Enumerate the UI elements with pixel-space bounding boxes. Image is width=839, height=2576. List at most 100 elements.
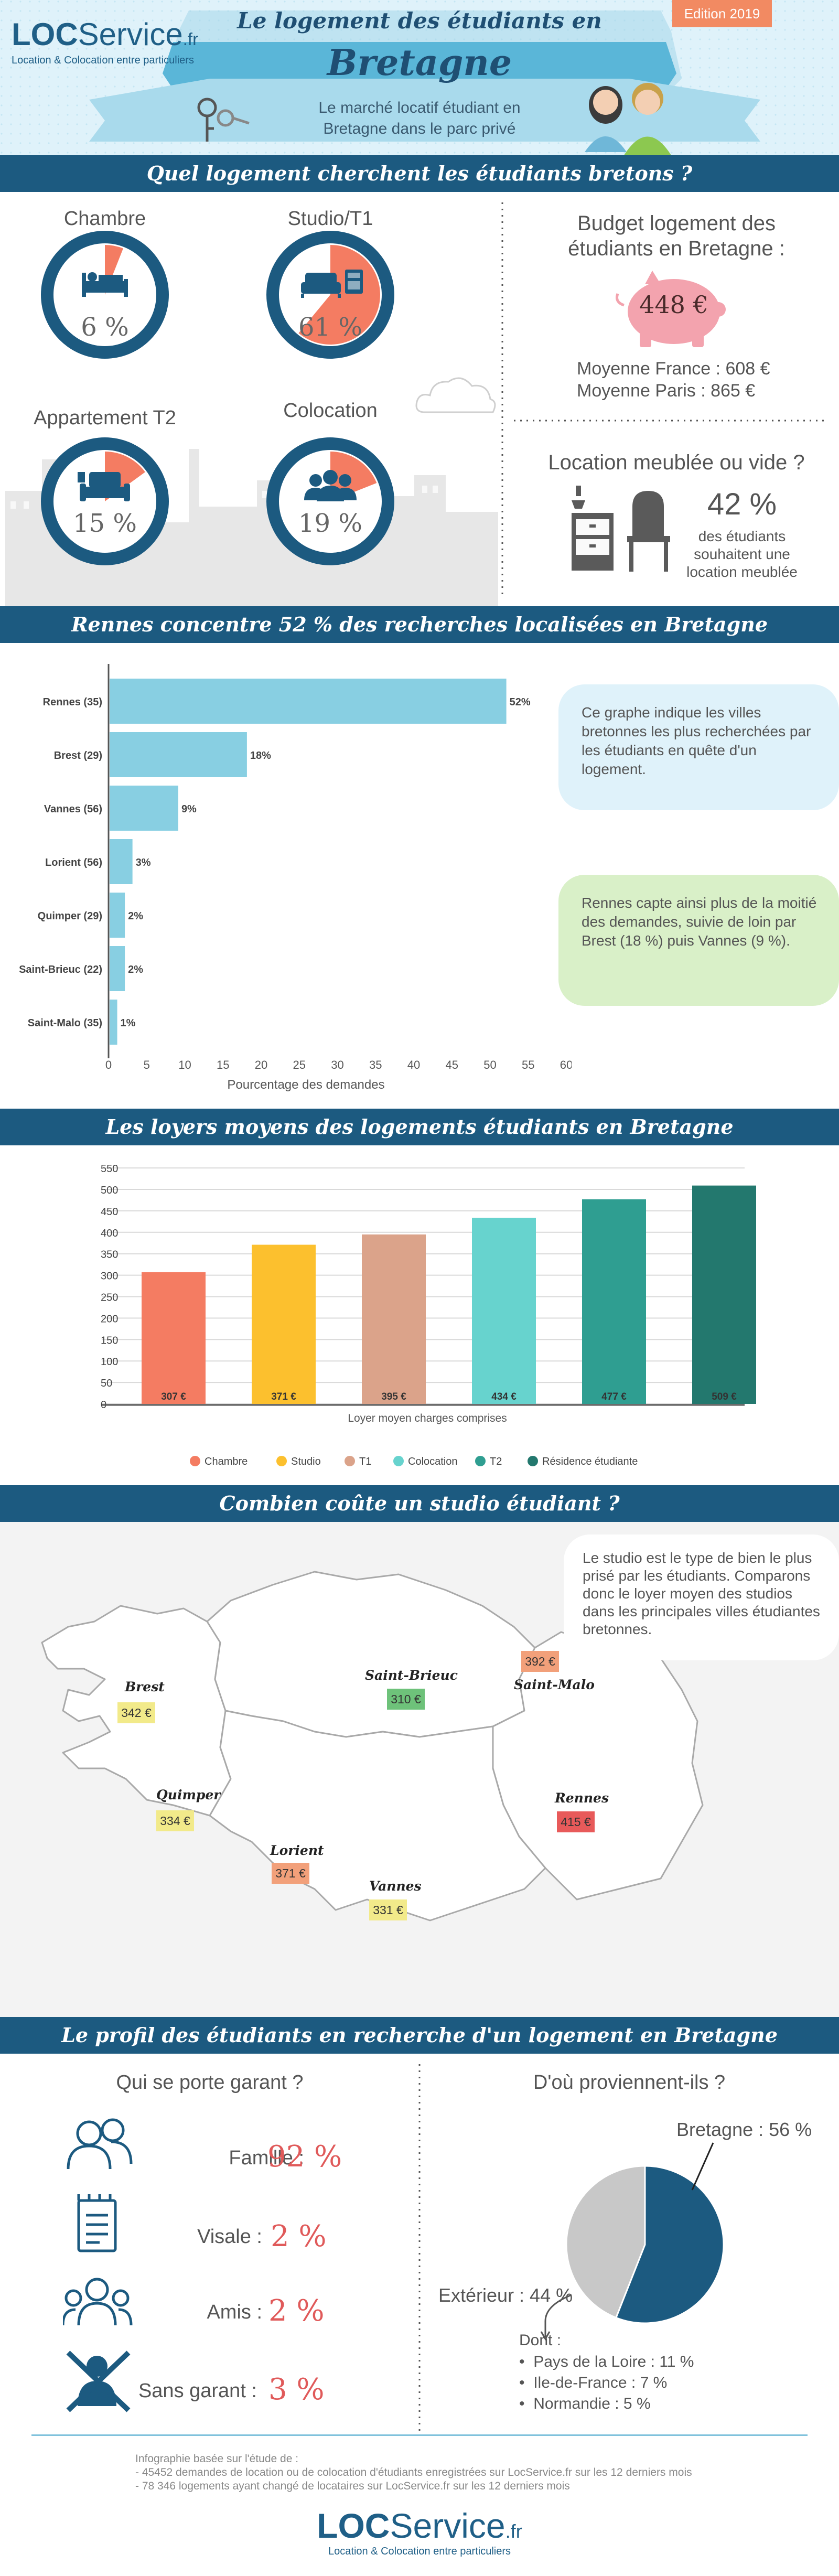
origin-title: D'où proviennent-ils ? — [533, 2071, 726, 2094]
budget-value: 448 € — [639, 291, 708, 319]
logo-loc: LOC — [12, 17, 78, 52]
y-tick-label: 300 — [101, 1271, 118, 1282]
keys-icon — [197, 98, 250, 142]
y-tick-label: 200 — [101, 1313, 118, 1325]
legend-swatch — [528, 1456, 538, 1466]
y-tick-label: 250 — [101, 1292, 118, 1304]
origin-bretagne-label: Bretagne : 56 % — [676, 2119, 812, 2140]
subtitle-line1: Le marché locatif étudiant en — [318, 99, 521, 116]
cotes-darmor-region — [206, 1571, 536, 1738]
budget-paris: Moyenne Paris : 865 € — [577, 381, 756, 401]
budget-title-line2: étudiants en Bretagne : — [568, 237, 785, 260]
friends-icon — [63, 2278, 133, 2326]
legend-label: T1 — [359, 1456, 371, 1467]
map-city-name: Quimper — [156, 1787, 221, 1802]
leader-arrow — [540, 2294, 572, 2341]
donut-pct-t2: 15 % — [73, 509, 137, 538]
bar-0 — [110, 679, 507, 724]
y-tick-label: 450 — [101, 1206, 118, 1218]
y-tick-label: 400 — [101, 1228, 118, 1239]
donut-t2 — [41, 437, 169, 565]
y-tick-label: 550 — [101, 1163, 118, 1175]
logo[interactable]: LOCService.fr — [12, 18, 198, 56]
category-label: Quimper (29) — [38, 910, 102, 922]
donut-label-colocation: Colocation — [283, 400, 378, 422]
guarantor-label-famille: Famille : — [229, 2147, 304, 2169]
city-demand-chart: Rennes (35) 52%Brest (29) 18%Vannes (56) 9%… — [19, 664, 572, 1092]
value-label: 18% — [250, 750, 271, 761]
sofa-icon — [301, 270, 363, 298]
header: LOCService.fr Location & Colocation entr… — [0, 0, 839, 155]
furnished-line3: location meublée — [686, 564, 798, 580]
guarantor-pct-famille: 92 % — [267, 2140, 342, 2174]
origin-dont-item-text: Normandie : 5 % — [533, 2395, 651, 2412]
logo-service: Service — [78, 17, 183, 52]
value-label: 509 € — [712, 1391, 737, 1402]
bed-icon — [82, 272, 128, 297]
leader-line — [691, 2142, 714, 2191]
bar-5 — [110, 946, 125, 991]
donut-pct-studio: 61 % — [298, 313, 362, 342]
section-title-profile: Le profil des étudiants en recherche d'u… — [0, 2017, 839, 2054]
legend-swatch — [345, 1456, 355, 1466]
x-tick-label: 20 — [255, 1058, 267, 1071]
furniture-icon — [572, 486, 670, 572]
category-label: Brest (29) — [54, 750, 102, 761]
x-tick-label: 5 — [144, 1058, 150, 1071]
map-city-name: Saint-Brieuc — [365, 1668, 458, 1683]
guarantor-pct-amis: 2 % — [268, 2294, 325, 2328]
callout-rennes-info: Rennes capte ainsi plus de la moitié des… — [558, 875, 839, 1006]
footer-logo[interactable]: LOCService.fr — [315, 2507, 524, 2550]
furnished-title: Location meublée ou vide ? — [548, 451, 805, 474]
subtitle-line2: Bretagne dans le parc privé — [323, 120, 516, 137]
source-title: Infographie basée sur l'étude de : — [135, 2453, 299, 2465]
furnished-line1: des étudiants — [698, 528, 786, 544]
pie-slice-extérieur — [565, 2165, 646, 2319]
value-label: 395 € — [381, 1391, 406, 1402]
bar-5 — [692, 1185, 756, 1404]
footer-rule — [31, 2434, 808, 2436]
x-tick-label: 25 — [293, 1058, 306, 1071]
guarantor-icons — [63, 2118, 133, 2412]
x-axis-label: Pourcentage des demandes — [227, 1078, 384, 1092]
legend-swatch — [393, 1456, 404, 1466]
x-tick-label: 50 — [483, 1058, 496, 1071]
rent-chart: 050100150200250300350400450500550307 €37… — [101, 1163, 756, 1467]
map-city-name: Lorient — [270, 1843, 324, 1858]
bar-3 — [472, 1217, 536, 1404]
cloud-icon — [415, 377, 496, 413]
logo-tagline: Location & Colocation entre particuliers — [12, 55, 194, 66]
no-guarantor-icon — [66, 2350, 131, 2412]
map-city-price: 310 € — [387, 1689, 425, 1710]
donut-label-chambre: Chambre — [63, 208, 146, 230]
donut-label-studio: Studio/T1 — [287, 208, 373, 230]
furnished-line2: souhaitent une — [694, 546, 790, 562]
map-city-name: Brest — [125, 1679, 165, 1694]
origin-dont-item: • Normandie : 5 % — [519, 2395, 651, 2412]
x-tick-label: 60 — [560, 1058, 572, 1071]
x-tick-label: 55 — [522, 1058, 534, 1071]
legend-label: Studio — [291, 1456, 321, 1467]
footer-logo-fr: .fr — [505, 2520, 522, 2542]
footer-logo-loc: LOC — [317, 2506, 390, 2545]
origin-pie-chart — [540, 2142, 725, 2341]
y-tick-label: 100 — [101, 1356, 118, 1368]
legend-label: Colocation — [408, 1456, 458, 1467]
callout-cities-info: Ce graphe indique les villes bretonnes l… — [558, 684, 839, 810]
value-label: 1% — [121, 1017, 136, 1029]
pie-slice-bretagne — [615, 2165, 725, 2324]
edition-badge: Edition 2019 — [672, 0, 772, 27]
bar-1 — [110, 732, 247, 777]
donut-chambre — [41, 231, 169, 359]
value-label: 3% — [136, 857, 151, 868]
source-line1: - 45452 demandes de location ou de coloc… — [135, 2466, 692, 2478]
group-icon — [304, 470, 357, 501]
category-label: Saint-Brieuc (22) — [19, 964, 102, 975]
section-housing: Chambre 6 % Studio/T1 61 % Appartement T… — [0, 192, 839, 606]
value-label: 307 € — [161, 1391, 186, 1402]
footer-logo-tagline: Location & Colocation entre particuliers — [328, 2546, 511, 2557]
section-title-rents: Les loyers moyens des logements étudiant… — [0, 1109, 839, 1145]
logo-fr: .fr — [182, 29, 199, 49]
category-label: Lorient (56) — [45, 857, 102, 868]
